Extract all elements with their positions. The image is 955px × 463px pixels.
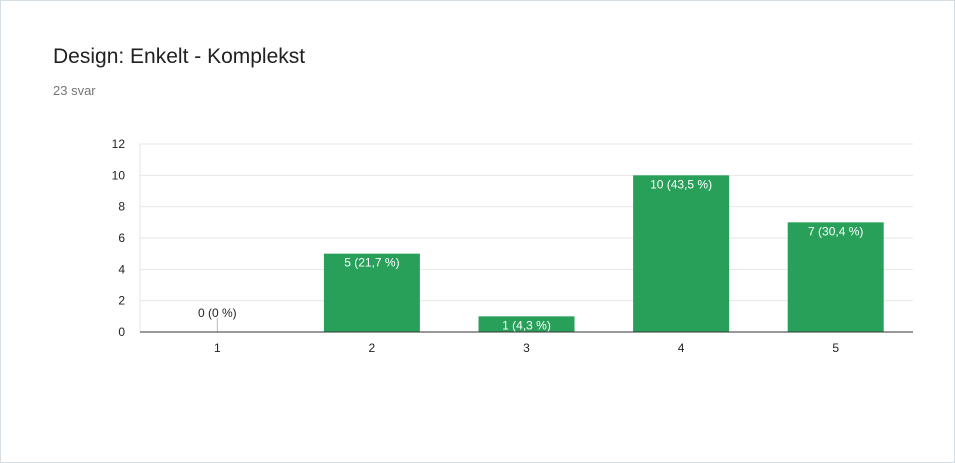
response-count: 23 svar [53,83,96,98]
y-tick-label: 10 [112,168,126,182]
data-label: 7 (30,4 %) [808,224,863,238]
bar [478,316,575,332]
x-tick-label: 5 [832,341,839,355]
data-label: 10 (43,5 %) [650,177,712,191]
x-tick-label: 4 [678,341,685,355]
y-tick-label: 2 [118,294,125,308]
x-tick-label: 3 [523,341,530,355]
data-label: 1 (4,3 %) [502,318,551,332]
y-tick-label: 0 [118,325,125,339]
y-tick-label: 8 [118,200,125,214]
bar [323,253,420,332]
y-tick-label: 4 [118,262,125,276]
y-tick-label: 12 [112,137,126,151]
y-tick-label: 6 [118,231,125,245]
bar [633,175,730,332]
chart-title: Design: Enkelt - Komplekst [53,45,306,68]
bar [787,222,884,332]
data-label: 5 (21,7 %) [344,256,399,270]
x-tick-label: 2 [369,341,376,355]
data-label: 0 (0 %) [198,306,237,320]
x-tick-label: 1 [214,341,221,355]
